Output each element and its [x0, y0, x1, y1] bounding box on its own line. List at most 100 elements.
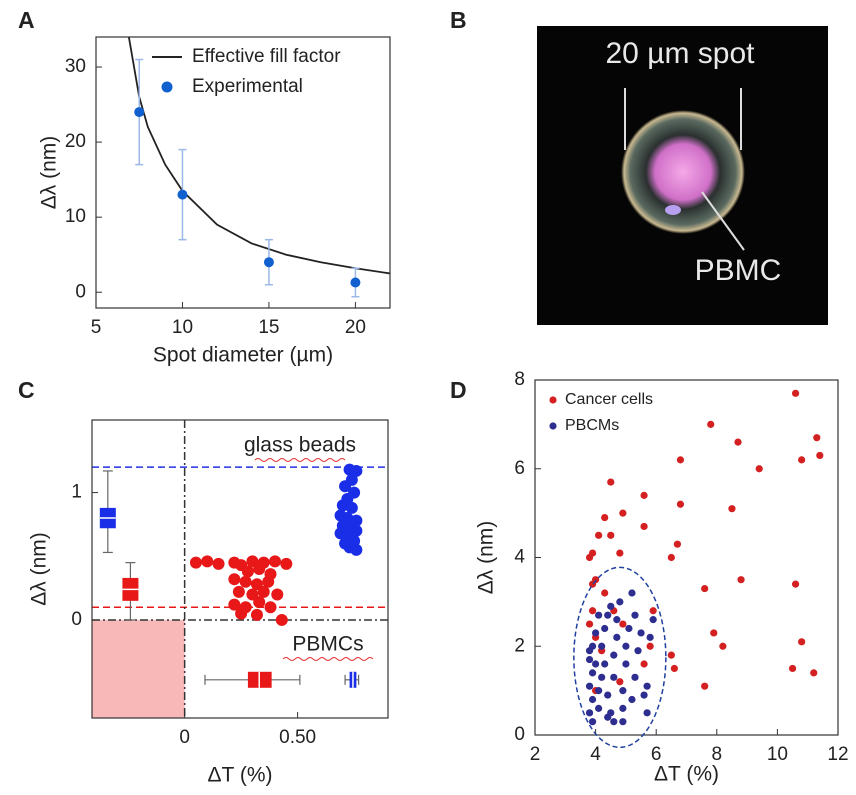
point [585, 709, 594, 717]
plot-area [92, 420, 388, 718]
point [646, 633, 654, 641]
point [619, 704, 627, 712]
y-tick-label: 20 [65, 131, 86, 152]
point [798, 638, 806, 646]
point [813, 434, 821, 442]
point [607, 531, 615, 539]
image-label: PBMC [695, 254, 782, 287]
point [269, 555, 282, 568]
fit-line [127, 37, 390, 275]
point [604, 691, 612, 699]
laser-spot [621, 110, 745, 234]
point [622, 660, 630, 668]
y-axis-label: Δλ (nm) [475, 521, 498, 595]
point [601, 660, 609, 668]
point [628, 695, 636, 704]
point [649, 607, 657, 615]
point [228, 598, 241, 611]
chart-panel: C 0 0.50 0 1 ΔT (%) Δλ (nm) glass beads PBMCs [18, 377, 389, 787]
point [737, 576, 745, 584]
point [601, 513, 609, 522]
cell-fragment [665, 205, 681, 215]
point [640, 691, 648, 699]
point [798, 456, 806, 464]
point [619, 687, 627, 695]
point [710, 629, 718, 637]
point [257, 585, 270, 598]
point [350, 464, 363, 477]
y-tick-label: 0 [514, 724, 525, 745]
point [622, 642, 630, 650]
legend-swatch [549, 422, 557, 430]
point [610, 718, 618, 726]
x-tick-label: 5 [91, 317, 102, 338]
point [212, 557, 225, 570]
point [588, 695, 597, 704]
point [239, 575, 252, 588]
point [646, 642, 654, 650]
point [607, 478, 615, 486]
pointer [701, 191, 745, 251]
point [253, 596, 266, 609]
point [607, 602, 615, 610]
point [667, 553, 675, 562]
plot-area [127, 37, 390, 298]
point [592, 660, 600, 668]
point [755, 465, 763, 473]
point [616, 549, 624, 557]
y-tick-label: 1 [71, 482, 82, 503]
point [345, 501, 358, 514]
point [676, 456, 685, 464]
point [667, 651, 675, 659]
point [350, 524, 363, 537]
point [280, 557, 293, 570]
point [271, 588, 284, 601]
point [610, 673, 618, 681]
y-tick-label: 6 [514, 458, 525, 479]
point [263, 257, 274, 268]
legend-swatch [549, 396, 557, 404]
point [585, 655, 594, 664]
point [262, 575, 275, 588]
x-tick-label: 4 [590, 744, 601, 765]
point [350, 277, 361, 288]
y-tick-label: 10 [65, 206, 86, 227]
plot-area [585, 389, 824, 726]
point [336, 499, 349, 512]
point [634, 647, 642, 655]
plot-frame [95, 36, 391, 309]
point [585, 620, 594, 628]
point [707, 420, 715, 428]
point [235, 607, 248, 620]
panel-letter: D [450, 377, 467, 403]
panel-letter: B [450, 7, 467, 33]
point [601, 624, 609, 633]
x-axis-label: ΔT (%) [208, 764, 273, 787]
point [631, 673, 639, 681]
x-axis-label: ΔT (%) [654, 763, 719, 786]
point [595, 531, 603, 539]
point [616, 678, 624, 686]
point [585, 682, 594, 690]
image-label: 20 µm spot [605, 37, 755, 70]
point [588, 607, 597, 615]
x-tick-label: 6 [651, 744, 662, 765]
point [201, 555, 214, 568]
point [241, 565, 254, 578]
point [640, 491, 648, 499]
point [791, 389, 800, 397]
point [676, 500, 685, 508]
point [616, 598, 624, 606]
point [588, 718, 597, 726]
point [673, 540, 682, 548]
x-tick-label: 20 [345, 317, 366, 338]
point [610, 651, 618, 659]
point [592, 629, 600, 637]
legend-label: Effective fill factor [192, 46, 341, 67]
point [598, 673, 606, 681]
panel-letter: C [18, 377, 35, 403]
x-tick-label: 0.50 [279, 727, 316, 748]
legend-label: PBCMs [565, 417, 619, 434]
point [631, 611, 639, 619]
